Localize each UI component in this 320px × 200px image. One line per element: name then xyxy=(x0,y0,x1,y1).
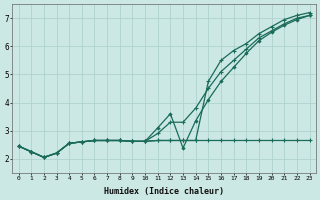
X-axis label: Humidex (Indice chaleur): Humidex (Indice chaleur) xyxy=(104,187,224,196)
